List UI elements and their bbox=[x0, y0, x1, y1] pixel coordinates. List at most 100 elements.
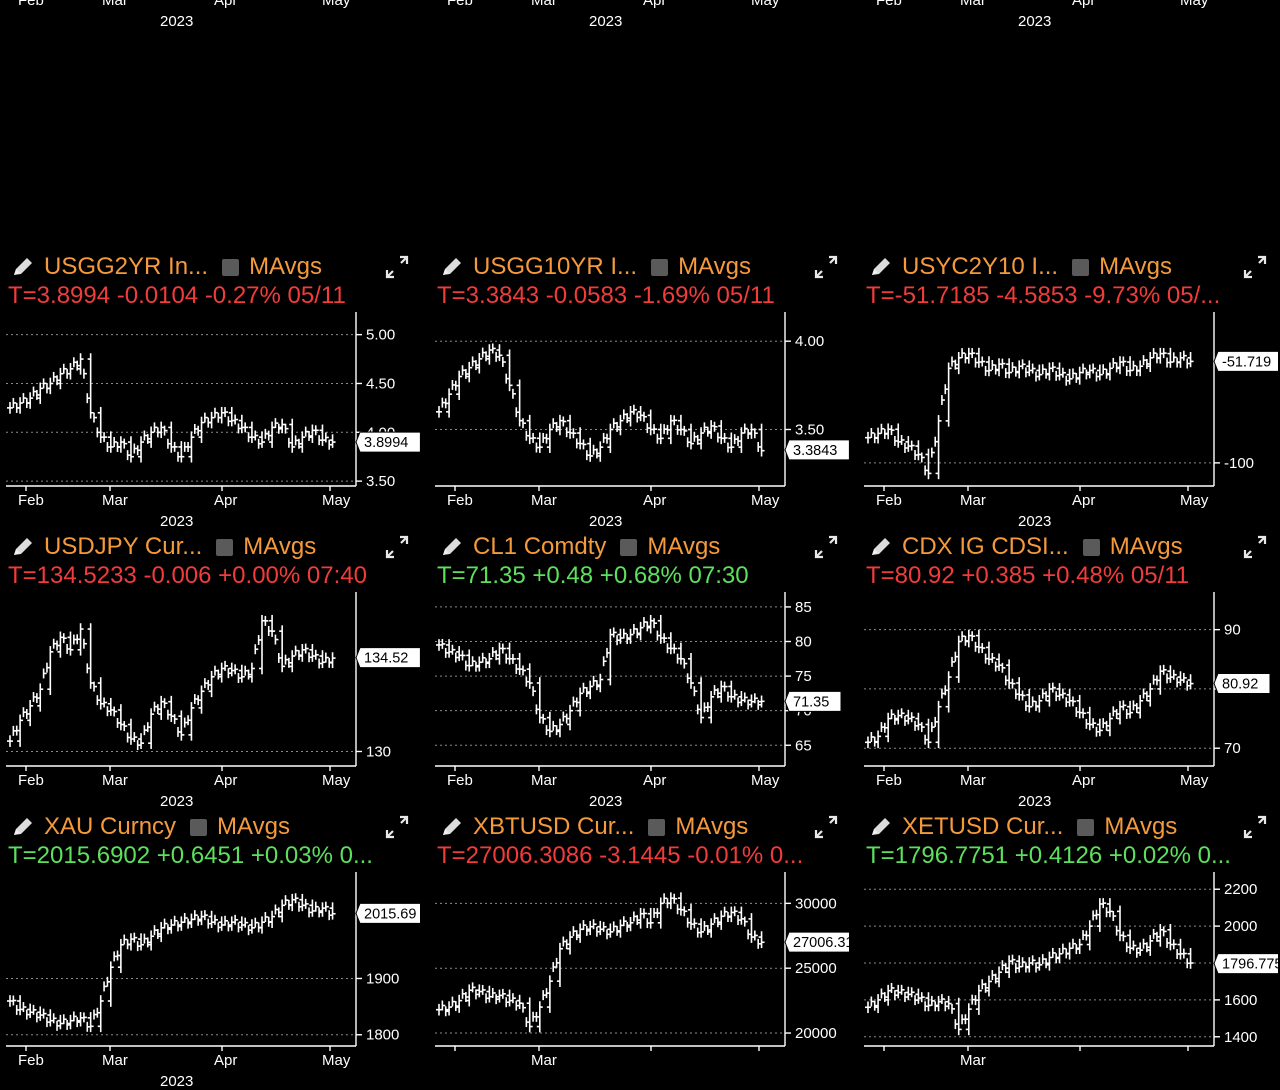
pencil-icon[interactable] bbox=[868, 254, 894, 280]
ohlc-bar bbox=[1031, 955, 1036, 966]
svg-text:71.35: 71.35 bbox=[793, 694, 829, 710]
ohlc-bar bbox=[1146, 691, 1150, 702]
ohlc-bar bbox=[264, 615, 269, 626]
ohlc-bar bbox=[536, 432, 543, 453]
ticker-label[interactable]: USDJPY Cur... bbox=[44, 533, 203, 560]
expand-icon[interactable] bbox=[813, 254, 839, 280]
mavgs-label[interactable]: MAvgs bbox=[249, 253, 322, 280]
ohlc-bar bbox=[910, 987, 915, 998]
price-chart: 190002000021000FebMarAprMay202319743.79 bbox=[876, 0, 1209, 30]
ohlc-bar bbox=[481, 347, 486, 358]
ohlc-bar bbox=[444, 647, 449, 658]
pencil-icon[interactable] bbox=[10, 814, 36, 840]
mavgs-checkbox[interactable] bbox=[1082, 538, 1100, 556]
mavgs-label[interactable]: MAvgs bbox=[243, 533, 317, 560]
ohlc-bar bbox=[865, 736, 871, 749]
ohlc-bar bbox=[456, 994, 463, 1013]
mavgs-checkbox[interactable] bbox=[222, 258, 240, 276]
expand-icon[interactable] bbox=[1242, 814, 1268, 840]
price-quote: T=2015.6902 +0.6451 +0.03% 0... bbox=[8, 842, 373, 869]
ohlc-bar bbox=[466, 984, 473, 1007]
ticker-label[interactable]: USGG10YR I... bbox=[473, 253, 638, 280]
ohlc-bar bbox=[168, 421, 175, 453]
ohlc-bar bbox=[1166, 673, 1171, 684]
mavgs-checkbox[interactable] bbox=[1072, 258, 1090, 276]
ohlc-bar bbox=[577, 687, 584, 717]
x-tick-label: Mar bbox=[531, 1052, 557, 1069]
ohlc-bar bbox=[717, 688, 721, 699]
ticker-label[interactable]: XAU Curncy bbox=[44, 813, 177, 840]
ticker-label[interactable]: XBTUSD Cur... bbox=[473, 813, 635, 840]
x-tick-label: Apr bbox=[643, 492, 666, 509]
ohlc-bar bbox=[194, 910, 198, 921]
ohlc-bar bbox=[309, 899, 316, 917]
ohlc-bar bbox=[485, 658, 490, 669]
pencil-icon[interactable] bbox=[868, 534, 894, 560]
ohlc-bar bbox=[106, 976, 111, 987]
mavgs-label[interactable]: MAvgs bbox=[647, 533, 721, 560]
mavgs-label[interactable]: MAvgs bbox=[678, 253, 751, 280]
ohlc-bar bbox=[83, 1012, 87, 1023]
ohlc-bar bbox=[502, 357, 506, 367]
expand-icon[interactable] bbox=[813, 814, 839, 840]
ticker-label[interactable]: XETUSD Cur... bbox=[902, 813, 1064, 840]
mavgs-checkbox[interactable] bbox=[216, 538, 234, 556]
ohlc-bar bbox=[314, 901, 319, 912]
ohlc-bar bbox=[1142, 355, 1147, 366]
pencil-icon[interactable] bbox=[439, 254, 465, 280]
expand-icon[interactable] bbox=[1242, 254, 1268, 280]
ohlc-bar bbox=[486, 344, 493, 365]
ticker-label[interactable]: USYC2Y10 I... bbox=[902, 253, 1059, 280]
ohlc-bar bbox=[198, 685, 205, 714]
ohlc-bar bbox=[1021, 957, 1026, 968]
expand-icon[interactable] bbox=[813, 534, 839, 560]
ohlc-bar bbox=[248, 421, 255, 443]
mavgs-label[interactable]: MAvgs bbox=[1109, 533, 1183, 560]
mavgs-checkbox[interactable] bbox=[190, 818, 208, 836]
mavgs-checkbox[interactable] bbox=[1077, 818, 1095, 836]
ohlc-bar bbox=[582, 682, 587, 693]
mavgs-label[interactable]: MAvgs bbox=[1099, 253, 1172, 280]
mavgs-checkbox[interactable] bbox=[651, 258, 669, 276]
ohlc-bar bbox=[612, 627, 617, 638]
ohlc-bar bbox=[1025, 701, 1029, 712]
expand-icon[interactable] bbox=[384, 534, 410, 560]
x-tick-label: Mar bbox=[960, 1052, 986, 1069]
ticker-label[interactable]: CL1 Comdty bbox=[473, 533, 607, 560]
ohlc-bar bbox=[686, 673, 691, 684]
mavgs-checkbox[interactable] bbox=[620, 538, 638, 556]
price-chart: 14001600180020002200Mar1796.775 bbox=[864, 872, 1278, 1069]
price-chart: 1800 1900 Feb Mar Apr May 2023 2015.69 bbox=[6, 872, 420, 1090]
mavgs-label[interactable]: MAvgs bbox=[1104, 813, 1178, 840]
mavgs-label[interactable]: MAvgs bbox=[217, 813, 290, 840]
pencil-icon[interactable] bbox=[439, 814, 465, 840]
ohlc-bar bbox=[587, 680, 594, 700]
ohlc-bar bbox=[586, 450, 590, 461]
y-tick-label: 90 bbox=[1224, 622, 1241, 639]
ohlc-bar bbox=[954, 1019, 959, 1030]
ohlc-bar bbox=[62, 1014, 67, 1025]
expand-icon[interactable] bbox=[384, 814, 410, 840]
pencil-icon[interactable] bbox=[439, 534, 465, 560]
ohlc-bar bbox=[107, 961, 114, 1007]
ohlc-bar bbox=[1066, 689, 1073, 707]
expand-icon[interactable] bbox=[384, 254, 410, 280]
pencil-icon[interactable] bbox=[868, 814, 894, 840]
pencil-icon[interactable] bbox=[10, 534, 36, 560]
mavgs-label[interactable]: MAvgs bbox=[675, 813, 749, 840]
chart-panel: USDJPY Cur... MAvgs T=134.5233 -0.006 +0.0… bbox=[0, 530, 420, 810]
ohlc-bar bbox=[718, 420, 725, 445]
ticker-label[interactable]: USGG2YR In... bbox=[44, 253, 209, 280]
ticker-label[interactable]: CDX IG CDSI... bbox=[902, 533, 1069, 560]
ohlc-bar bbox=[676, 424, 681, 435]
ohlc-bar bbox=[1137, 694, 1144, 719]
ohlc-bar bbox=[981, 356, 986, 367]
x-tick-label: Apr bbox=[1072, 772, 1095, 789]
mavgs-checkbox[interactable] bbox=[648, 818, 666, 836]
ohlc-bar bbox=[25, 709, 30, 719]
ohlc-bar bbox=[728, 432, 735, 453]
expand-icon[interactable] bbox=[1242, 534, 1268, 560]
pencil-icon[interactable] bbox=[10, 254, 36, 280]
ohlc-bar bbox=[542, 432, 547, 443]
ohlc-bar bbox=[269, 910, 276, 929]
